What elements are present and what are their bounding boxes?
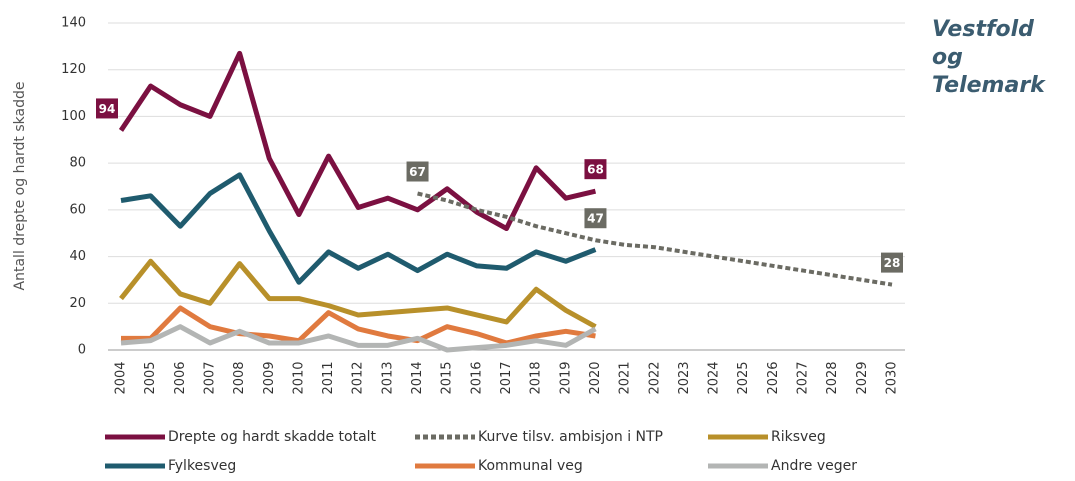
legend-label: Kommunal veg <box>478 458 583 474</box>
data-label: 28 <box>881 252 903 273</box>
series-line <box>120 324 597 353</box>
data-label-text: 28 <box>884 256 901 270</box>
data-label: 67 <box>406 161 429 182</box>
series-line <box>417 191 893 287</box>
x-tick-label: 2022 <box>647 361 662 394</box>
y-tick-label: 120 <box>61 62 86 77</box>
y-axis-label: Antall drepte og hardt skadde <box>12 82 28 291</box>
x-tick-label: 2004 <box>114 361 129 394</box>
x-tick-label: 2019 <box>558 361 573 394</box>
legend-label: Riksveg <box>771 429 826 445</box>
x-tick-label: 2015 <box>440 361 455 394</box>
data-label-box <box>584 208 607 229</box>
legend-label: Kurve tilsv. ambisjon i NTP <box>478 429 663 445</box>
legend-label: Fylkesveg <box>168 458 236 474</box>
x-tick-label: 2005 <box>143 361 158 394</box>
y-tick-label: 140 <box>61 16 86 31</box>
chart: Antall drepte og hardt skadde 0 20 40 60 80 1… <box>12 16 905 474</box>
legend-label: Andre veger <box>771 458 857 474</box>
legend-label: Drepte og hardt skadde totalt <box>168 429 377 445</box>
data-label: 68 <box>584 159 607 180</box>
y-tick-label: 60 <box>69 202 86 217</box>
data-label: 47 <box>584 208 607 229</box>
data-label-box <box>584 159 607 180</box>
y-tick-label: 80 <box>69 156 86 171</box>
x-tick-label: 2009 <box>262 361 277 394</box>
x-tick-label: 2021 <box>618 361 633 394</box>
data-label-text: 67 <box>409 165 426 179</box>
x-tick-label: 2016 <box>469 361 484 394</box>
series-line <box>121 305 596 346</box>
data-label: 94 <box>96 98 118 119</box>
x-tick-label: 2014 <box>410 361 425 394</box>
data-label-box <box>406 161 429 182</box>
x-tick-label: 2013 <box>380 361 395 394</box>
x-tick-label: 2006 <box>173 361 188 394</box>
x-tick-label: 2018 <box>529 361 544 394</box>
x-tick-label: 2020 <box>588 361 603 394</box>
y-tick-label: 40 <box>69 249 86 264</box>
x-tick-label: 2012 <box>351 361 366 394</box>
x-tick-label: 2010 <box>291 361 306 394</box>
x-tick-label: 2007 <box>202 361 217 394</box>
x-tick-label: 2029 <box>855 361 870 394</box>
series-line <box>119 258 597 329</box>
series-line <box>118 50 597 232</box>
x-tick-label: 2028 <box>825 361 840 394</box>
data-label-text: 94 <box>99 102 116 116</box>
x-tick-label: 2017 <box>499 361 514 394</box>
y-tick-label: 100 <box>61 109 86 124</box>
y-tick-label: 0 <box>78 343 86 358</box>
x-tick-label: 2008 <box>232 361 247 394</box>
data-label-box <box>881 252 903 273</box>
x-tick-label: 2030 <box>885 361 900 394</box>
x-tick-label: 2011 <box>321 361 336 394</box>
series-line <box>120 172 597 285</box>
chart-title: Vestfold og Telemark <box>932 17 1045 98</box>
x-tick-label: 2026 <box>766 361 781 394</box>
data-label-box <box>96 98 118 119</box>
x-tick-label: 2025 <box>736 361 751 394</box>
x-tick-label: 2024 <box>707 361 722 394</box>
data-label-text: 68 <box>587 163 604 177</box>
x-tick-label: 2023 <box>677 361 692 394</box>
data-label-text: 47 <box>587 212 604 226</box>
x-tick-label: 2027 <box>796 361 811 394</box>
y-tick-label: 20 <box>69 296 86 311</box>
